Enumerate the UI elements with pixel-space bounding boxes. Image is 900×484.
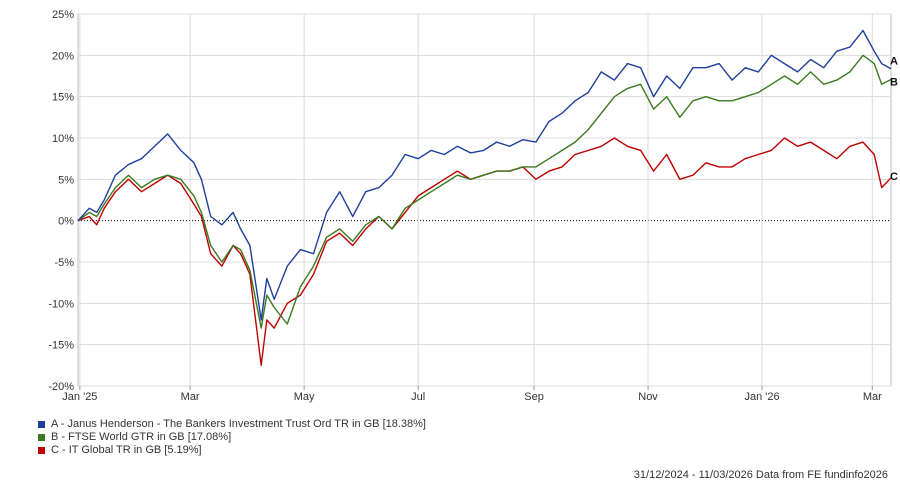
legend-label-a: A - Janus Henderson - The Bankers Invest… <box>51 418 426 430</box>
y-tick-label: 10% <box>52 133 74 145</box>
series-line-b <box>77 54 892 329</box>
legend: A - Janus Henderson - The Bankers Invest… <box>38 418 426 457</box>
footer-source: Data from FE fundinfo2026 <box>755 469 888 481</box>
x-tick-label: Jan '25 <box>62 391 97 403</box>
x-tick-label: Jan '26 <box>744 391 779 403</box>
legend-entry-c[interactable]: C - IT Global TR in GB [5.19%] <box>38 444 426 457</box>
y-tick-label: -5% <box>54 257 74 269</box>
y-tick-label: -15% <box>48 340 74 352</box>
legend-swatch-a <box>38 421 45 428</box>
y-tick-label: 15% <box>52 92 74 104</box>
y-tick-label: 25% <box>52 9 74 21</box>
end-label-a: A <box>890 56 898 68</box>
series-line-c <box>77 137 892 366</box>
line-chart: -20% -15% -10% -5% 0% 5% 10% 15% 20% 25% Jan '25 Ma… <box>48 9 898 403</box>
x-tick-label: Mar <box>181 391 200 403</box>
series-line-a <box>77 29 892 321</box>
legend-label-c: C - IT Global TR in GB [5.19%] <box>51 444 202 456</box>
end-label-b: B <box>890 76 898 88</box>
legend-swatch-b <box>38 434 45 441</box>
legend-label-b: B - FTSE World GTR in GB [17.08%] <box>51 431 232 443</box>
y-tick-label: 5% <box>58 174 74 186</box>
x-tick-label: Mar <box>863 391 882 403</box>
footer-date-range: 31/12/2024 - 11/03/2026 <box>633 469 753 481</box>
legend-entry-b[interactable]: B - FTSE World GTR in GB [17.08%] <box>38 431 426 444</box>
legend-entry-a[interactable]: A - Janus Henderson - The Bankers Invest… <box>38 418 426 431</box>
x-tick-label: Sep <box>524 391 544 403</box>
end-label-c: C <box>890 171 898 183</box>
x-tick-label: May <box>294 391 315 403</box>
y-tick-label: -20% <box>48 381 74 393</box>
y-tick-label: -10% <box>48 298 74 310</box>
y-tick-label: 0% <box>58 216 74 228</box>
legend-swatch-c <box>38 447 45 454</box>
footer: 31/12/2024 - 11/03/2026 Data from FE fun… <box>634 469 888 481</box>
x-tick-label: Nov <box>638 391 658 403</box>
plot-area <box>77 13 892 387</box>
y-tick-label: 20% <box>52 50 74 62</box>
x-tick-label: Jul <box>411 391 425 403</box>
